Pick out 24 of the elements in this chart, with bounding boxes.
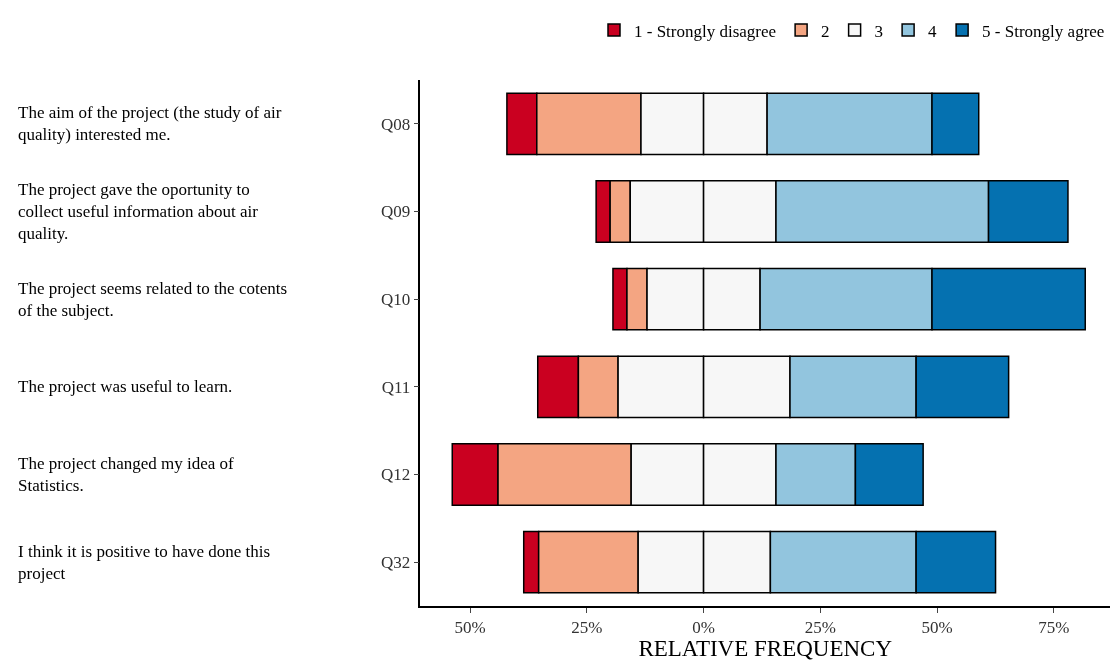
y-tick-label: Q10 xyxy=(381,290,411,310)
x-tick-label: 50% xyxy=(454,618,486,638)
text: I think it is positive to have done this project xyxy=(18,542,271,584)
legend-label: 1 - Strongly disagree xyxy=(634,21,777,41)
x-tick-label: 25% xyxy=(804,618,836,638)
y-tick-label: Q32 xyxy=(381,553,411,573)
legend-label: 4 xyxy=(928,21,938,41)
legend-label: 3 xyxy=(874,21,884,41)
text: The project changed my idea of Statistics. xyxy=(18,454,235,496)
text: The aim of the project (the study of air quality) interested me. xyxy=(18,103,282,145)
text: The project seems related to the cotents of the subject. xyxy=(18,279,288,321)
text: The project gave the oportunity to collect useful information about air quality. xyxy=(18,180,259,244)
y-tick-label: Q09 xyxy=(381,202,411,222)
y-tick-label: Q08 xyxy=(381,114,411,134)
x-axis-title: RELATIVE FREQUENCY xyxy=(638,636,893,661)
legend-label: 5 - Strongly agree xyxy=(982,21,1105,41)
y-tick-label: Q12 xyxy=(381,465,411,485)
x-tick-label: 50% xyxy=(921,618,953,638)
legend-label: 2 xyxy=(821,21,830,41)
x-tick-label: 25% xyxy=(571,618,603,638)
text: The project was useful to learn. xyxy=(18,377,233,396)
x-tick-label: 0% xyxy=(692,618,715,638)
x-tick-label: 75% xyxy=(1038,618,1070,638)
y-tick-label: Q11 xyxy=(381,377,411,397)
